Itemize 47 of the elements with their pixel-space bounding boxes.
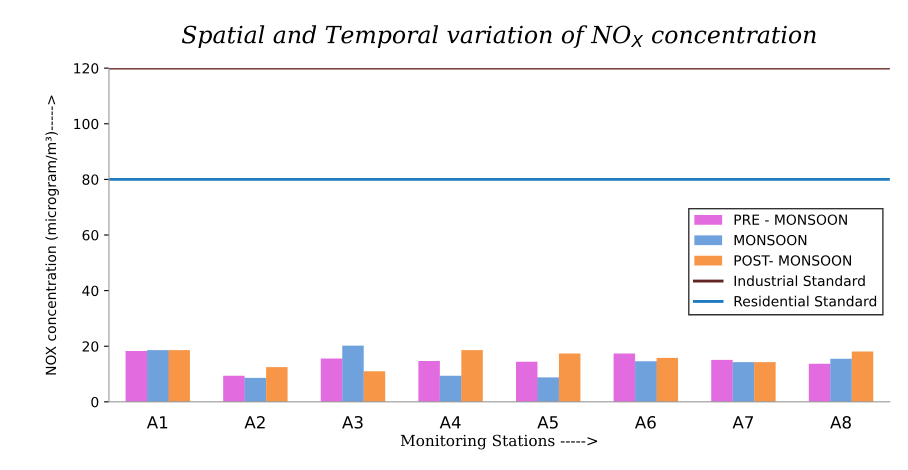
bar — [558, 353, 580, 402]
bar — [808, 364, 830, 402]
bar — [244, 378, 266, 402]
y-tick-label: 80 — [82, 174, 98, 185]
x-tick-label: A4 — [440, 416, 461, 428]
bar — [342, 346, 364, 402]
y-tick-label: 60 — [82, 230, 98, 240]
bar — [126, 350, 148, 402]
x-tick-label: A2 — [244, 416, 265, 428]
bar — [732, 362, 754, 402]
chart-title: Spatial and Temporal variation of NO$_{X}$ concentration — [182, 25, 816, 48]
bar — [537, 377, 559, 402]
x-tick-label: A5 — [537, 416, 558, 429]
bar — [711, 360, 733, 402]
y-tick-label: 40 — [82, 286, 98, 296]
y-tick-label: 120 — [74, 63, 98, 74]
bar — [440, 376, 462, 402]
x-tick-label: A7 — [732, 416, 754, 428]
y-axis-title: NOX concentration (microgram/m³)-----> — [45, 96, 59, 375]
legend-label: Residential Standard — [734, 296, 876, 306]
legend-label: PRE - MONSOON — [734, 214, 847, 225]
bar — [266, 367, 288, 402]
x-tick-label: A3 — [342, 416, 363, 429]
x-axis-title: Monitoring Stations -----> — [400, 434, 598, 450]
bar — [418, 360, 440, 402]
bar — [320, 358, 342, 402]
bar — [461, 350, 483, 402]
y-tick-label: 100 — [74, 118, 98, 130]
x-tick-label: A8 — [830, 416, 851, 429]
x-tick-label: A6 — [634, 416, 656, 429]
bar — [516, 362, 538, 402]
bar — [852, 352, 874, 402]
bar — [147, 350, 168, 402]
y-tick-label: 20 — [82, 341, 98, 352]
bar — [830, 358, 852, 402]
bar — [223, 376, 245, 402]
bar — [656, 358, 678, 402]
legend-label: Industrial Standard — [734, 275, 865, 286]
bar — [635, 361, 657, 402]
bar — [614, 353, 636, 402]
legend-label: POST- MONSOON — [734, 255, 852, 266]
bar — [754, 362, 776, 402]
bar — [168, 350, 190, 402]
bar — [364, 371, 386, 402]
legend-label: MONSOON — [734, 234, 806, 246]
y-tick-label: 0 — [91, 396, 98, 408]
x-tick-label: A1 — [146, 416, 168, 428]
